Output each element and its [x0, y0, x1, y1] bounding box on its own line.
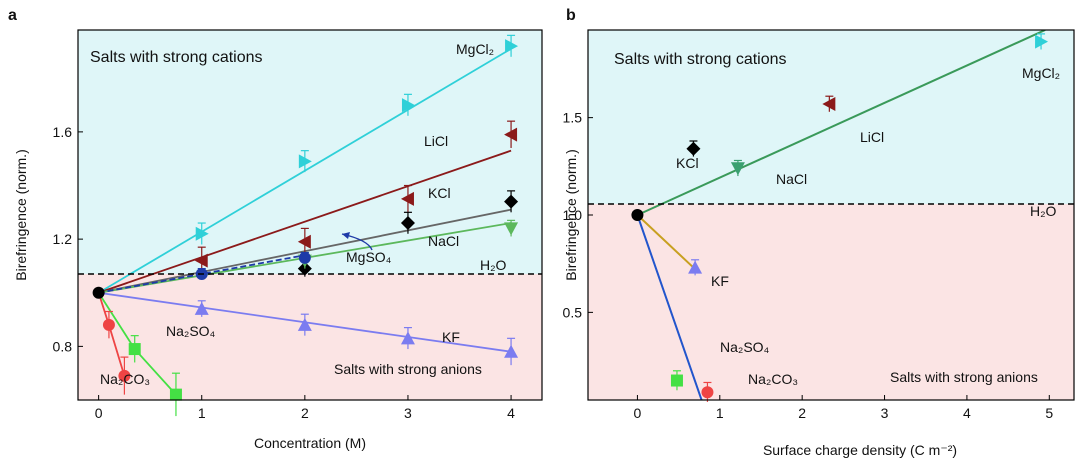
- b-point-na2co3: [701, 386, 714, 399]
- series-label-kf: KF: [442, 329, 460, 345]
- b-fit-line: [636, 214, 703, 400]
- panel-b-label: b: [566, 7, 576, 24]
- b-point-nacl: [730, 162, 745, 176]
- a-point-kcl: [504, 194, 519, 209]
- b-point-kf: [688, 260, 703, 274]
- a-x-tick-label: 3: [404, 405, 412, 421]
- a-point-licl: [297, 234, 311, 249]
- a-x-tick-label: 4: [507, 405, 515, 421]
- series-label-mgcl2: MgCl₂: [456, 41, 494, 57]
- panel-b-reference-label: H₂O: [1030, 203, 1057, 219]
- a-point-na2co3: [102, 318, 115, 331]
- a-y-tick-label: 1.6: [53, 124, 73, 140]
- b-x-tick-label: 2: [798, 405, 806, 421]
- a-point-na2so4: [128, 343, 141, 356]
- a-x-tick-label: 1: [198, 405, 206, 421]
- a-point-na2so4: [169, 388, 182, 401]
- b-fit-line: [636, 214, 695, 269]
- a-point-mgcl2: [298, 154, 312, 169]
- b-point-na2so4: [670, 374, 683, 387]
- b-x-tick-label: 3: [881, 405, 889, 421]
- b-series-label-licl: LiCl: [860, 129, 884, 145]
- b-series-label-nacl: NaCl: [776, 171, 807, 187]
- a-point-mgcl2: [505, 39, 519, 54]
- b-fit-line: [637, 30, 1046, 216]
- b-series-label-kf: KF: [711, 273, 729, 289]
- b-x-tick-label: 0: [634, 405, 642, 421]
- series-label-na2co3: Na₂CO₃: [100, 371, 150, 387]
- panel-b-x-axis-label: Surface charge density (C m⁻²): [763, 442, 957, 458]
- a-y-tick-label: 1.2: [53, 231, 73, 247]
- panel-a-frame: [77, 29, 543, 401]
- a-point-kcl: [400, 216, 415, 231]
- b-series-label-kcl: KCl: [676, 155, 699, 171]
- panel-b-ticks: 0 1 2 3 4 5 0.5 1.0 1.5: [563, 110, 1054, 421]
- panel-b-upper-region-label: Salts with strong cations: [614, 51, 787, 68]
- series-label-na2so4: Na₂SO₄: [166, 323, 216, 339]
- a-point-mgcl2: [401, 98, 415, 113]
- a-point-licl: [400, 191, 414, 206]
- panel-a-y-axis-label: Birefringence (norm.): [13, 149, 29, 281]
- panel-a-lower-region: [78, 274, 542, 400]
- b-x-tick-label: 5: [1045, 405, 1053, 421]
- panel-b-series: [631, 30, 1049, 402]
- mgso4-annotation: MgSO₄: [346, 249, 392, 265]
- b-y-tick-label: 1.5: [563, 110, 583, 126]
- panel-a-lower-region-label: Salts with strong anions: [334, 361, 482, 377]
- a-point-nacl: [504, 222, 519, 236]
- b-fit-lines: [636, 30, 1046, 400]
- b-series-label-mgcl2: MgCl₂: [1022, 65, 1060, 81]
- a-x-tick-label: 2: [301, 405, 309, 421]
- mgso4-annotation-arrowhead: [342, 232, 350, 239]
- a-point-licl: [194, 253, 208, 268]
- b-x-tick-label: 1: [716, 405, 724, 421]
- panel-b-lower-region: [588, 204, 1074, 400]
- panel-a-upper-region: [78, 30, 542, 274]
- b-origin-point: [631, 209, 644, 221]
- a-origin-point: [92, 286, 105, 299]
- panel-a-ticks: 0 1 2 3 4 0.8 1.2 1.6: [53, 124, 516, 421]
- panel-a: 0 1 2 3 4 0.8 1.2 1.6 a Salts with strong catio…: [8, 7, 543, 451]
- series-label-kcl: KCl: [428, 185, 451, 201]
- panel-b: 0 1 2 3 4 5 0.5 1.0 1.5 b Salts with strong cati…: [563, 7, 1075, 458]
- panel-a-label: a: [8, 7, 17, 24]
- a-point-licl: [504, 127, 518, 142]
- series-label-nacl: NaCl: [428, 233, 459, 249]
- a-point-na2co3: [118, 369, 131, 382]
- b-point-kcl: [686, 141, 701, 156]
- a-y-tick-label: 0.8: [53, 338, 73, 354]
- panel-a-x-axis-label: Concentration (M): [254, 435, 366, 451]
- a-point-kf: [194, 301, 209, 315]
- b-x-tick-label: 4: [963, 405, 971, 421]
- panel-a-reference-label: H₂O: [480, 257, 507, 273]
- a-fit-licl: [98, 149, 512, 294]
- a-point-mgso4: [298, 251, 311, 264]
- a-point-kf: [297, 317, 312, 331]
- a-point-kf: [504, 344, 519, 358]
- a-point-mgcl2: [195, 226, 209, 241]
- b-series-label-na2so4: Na₂SO₄: [720, 339, 770, 355]
- panel-b-upper-region: [588, 30, 1074, 204]
- b-series-label-na2co3: Na₂CO₃: [748, 371, 798, 387]
- a-x-tick-label: 0: [95, 405, 103, 421]
- panel-b-y-axis-label: Birefringence (norm.): [563, 149, 579, 281]
- panel-a-upper-region-label: Salts with strong cations: [90, 49, 263, 66]
- b-y-tick-label: 0.5: [563, 304, 583, 320]
- b-y-tick-label: 1.0: [563, 207, 583, 223]
- panel-b-lower-region-label: Salts with strong anions: [890, 369, 1038, 385]
- b-point-mgcl2: [1035, 34, 1049, 49]
- b-point-licl: [822, 97, 836, 111]
- a-point-kf: [400, 331, 415, 345]
- series-label-licl: LiCl: [424, 133, 448, 149]
